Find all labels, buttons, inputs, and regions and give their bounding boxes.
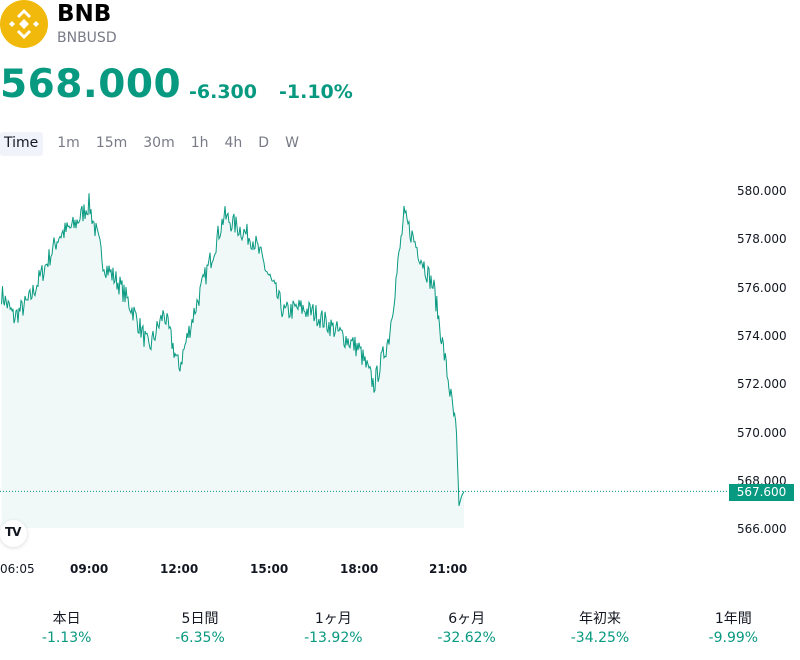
tab-time[interactable]: Time — [0, 132, 44, 156]
tradingview-logo-icon[interactable]: TV — [0, 520, 27, 547]
time-tick-label: 09:00 — [70, 562, 109, 576]
perf-value: -9.99% — [708, 630, 759, 646]
interval-tabs: Time 1m 15m 30m 1h 4h D W — [0, 132, 307, 156]
tab-15m[interactable]: 15m — [95, 135, 128, 151]
price-chart[interactable] — [0, 170, 730, 550]
tab-30m[interactable]: 30m — [143, 135, 175, 151]
price-change-percent: -1.10% — [279, 81, 353, 103]
perf-label: 1ヶ月 — [314, 611, 352, 627]
time-tick-label: 15:00 — [250, 562, 289, 576]
symbol-name: BNB — [57, 1, 112, 27]
tab-1h[interactable]: 1h — [190, 135, 209, 151]
price-change: -6.300 — [189, 81, 257, 103]
price-tick-label: 566.000 — [737, 522, 787, 537]
perf-6m[interactable]: 6ヶ月 -32.62% — [400, 608, 533, 646]
price-line — [1, 193, 465, 507]
perf-1y[interactable]: 1年間 -9.99% — [667, 608, 800, 646]
perf-1m[interactable]: 1ヶ月 -13.92% — [267, 608, 400, 646]
perf-label: 6ヶ月 — [448, 611, 486, 627]
perf-ytd[interactable]: 年初来 -34.25% — [533, 608, 666, 646]
perf-label: 本日 — [52, 611, 81, 627]
last-price: 568.000 — [0, 62, 182, 107]
perf-value: -13.92% — [304, 630, 363, 646]
perf-label: 5日間 — [181, 611, 219, 627]
price-tick-label: 578.000 — [737, 232, 787, 247]
perf-5d[interactable]: 5日間 -6.35% — [133, 608, 266, 646]
perf-value: -1.13% — [41, 630, 92, 646]
time-tick-label: 21:00 — [429, 562, 468, 576]
time-tick-label: 06:05 — [0, 562, 35, 576]
last-price-label: 567.600 — [729, 484, 794, 501]
time-tick-label: 12:00 — [160, 562, 199, 576]
perf-value: -32.62% — [437, 630, 496, 646]
price-tick-label: 576.000 — [737, 280, 787, 295]
price-tick-label: 574.000 — [737, 328, 787, 343]
symbol-pair: BNBUSD — [57, 30, 117, 46]
perf-label: 年初来 — [578, 611, 621, 627]
price-tick-label: 572.000 — [737, 377, 787, 392]
perf-label: 1年間 — [714, 611, 752, 627]
bnb-logo-icon — [0, 0, 48, 48]
perf-today[interactable]: 本日 -1.13% — [0, 608, 133, 646]
tab-w[interactable]: W — [285, 135, 299, 151]
tab-4h[interactable]: 4h — [224, 135, 243, 151]
performance-bar: 本日 -1.13% 5日間 -6.35% 1ヶ月 -13.92% 6ヶ月 -32… — [0, 608, 800, 646]
price-area-fill — [1, 193, 464, 529]
price-tick-label: 580.000 — [737, 184, 787, 198]
perf-value: -6.35% — [175, 630, 225, 646]
perf-value: -34.25% — [570, 630, 630, 646]
tab-d[interactable]: D — [258, 135, 270, 151]
tab-1m[interactable]: 1m — [57, 135, 80, 151]
time-tick-label: 18:00 — [340, 562, 379, 576]
price-tick-label: 570.000 — [737, 425, 787, 440]
